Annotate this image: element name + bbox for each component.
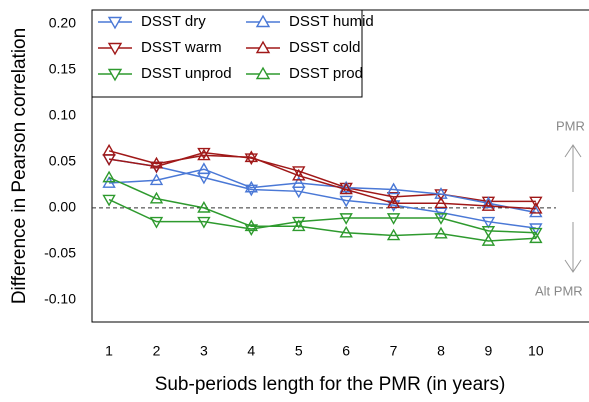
x-tick-label: 2 [153,343,161,359]
point-marker [102,176,116,188]
annotation: Alt PMR [535,283,583,298]
point-marker [434,226,448,239]
point-marker [339,195,353,208]
x-tick-label: 10 [528,343,544,359]
y-tick-label: -0.10 [44,291,76,307]
arrows [564,144,582,273]
point-marker [339,225,353,238]
point-marker [386,182,401,195]
y-tick-label: 0.05 [49,153,76,169]
series-line [108,176,536,242]
point-marker [292,168,306,181]
series-line [108,198,536,234]
point-marker [481,234,496,246]
y-tick-label: -0.05 [44,245,76,261]
point-marker [197,162,211,175]
legend-box [91,9,363,98]
point-marker [102,143,116,156]
series-line [108,158,536,229]
point-marker [434,213,448,225]
x-tick-label: 9 [485,343,493,359]
point-marker [529,201,543,214]
point-marker [197,200,211,213]
legend-marker [107,68,123,82]
y-tick-label: 0.20 [49,15,76,31]
legend-label: DSST dry [141,13,206,30]
point-marker [386,192,401,204]
point-marker [197,148,211,161]
legend-marker [107,42,123,56]
legend-label: DSST humid [289,13,374,30]
point-marker [244,219,259,232]
annotation: PMR [556,118,585,133]
x-tick-label: 6 [342,343,350,359]
point-marker [386,196,401,209]
point-marker [292,216,306,229]
point-marker [102,194,116,207]
point-marker [386,213,401,225]
point-marker [529,231,543,244]
legend-marker [255,14,271,28]
legend-marker [255,40,271,54]
point-marker [386,228,401,241]
point-marker [292,219,306,232]
point-marker [149,173,164,186]
x-tick-label: 8 [437,343,445,359]
x-tick-label: 4 [247,343,255,359]
legend-label: DSST cold [289,39,360,56]
point-marker [481,216,496,229]
legend-marker [255,66,271,80]
x-tick-label: 5 [295,343,303,359]
series-line [108,150,536,210]
point-marker [102,170,116,183]
series-line [109,168,536,214]
legend-label: DSST warm [141,39,222,56]
point-marker [149,191,164,204]
legend-label: DSST unprod [141,65,232,82]
x-tick-label: 7 [390,343,398,359]
point-marker [339,180,353,193]
point-marker [434,196,448,209]
point-marker [292,166,306,178]
point-marker [149,216,164,229]
point-marker [244,150,259,163]
y-axis-title: Difference in Pearson correlation [9,28,30,304]
x-tick-label: 3 [200,343,208,359]
point-marker [292,176,306,188]
point-marker [434,207,448,220]
point-marker [149,156,164,169]
point-marker [244,184,259,197]
legend-label: DSST prod [289,65,363,82]
y-tick-label: 0.10 [49,107,76,123]
point-marker [481,196,496,209]
y-tick-label: 0.00 [49,199,76,215]
point-marker [339,213,353,225]
point-marker [529,196,543,209]
point-marker [481,226,496,238]
point-marker [481,199,496,211]
point-marker [529,205,543,218]
y-tick-label: 0.15 [49,61,76,77]
point-marker [244,180,259,193]
legend-marker [107,16,123,30]
point-marker [339,182,353,195]
point-marker [197,216,211,229]
point-marker [529,227,543,240]
x-axis-title: Sub-periods length for the PMR (in years… [155,374,506,395]
x-tick-label: 1 [105,343,113,359]
